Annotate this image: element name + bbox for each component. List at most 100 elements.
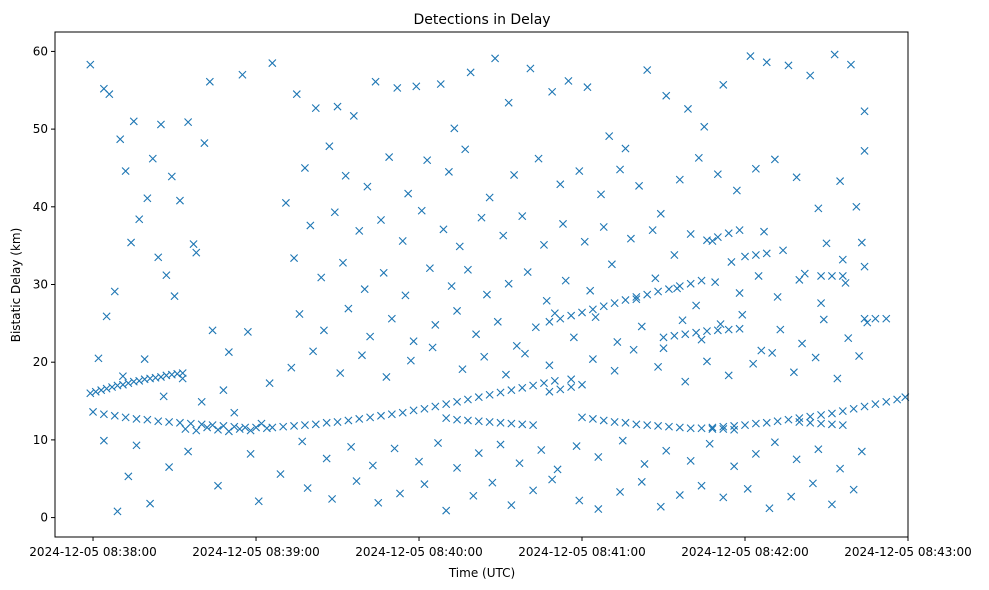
data-point: [860, 107, 869, 116]
data-point: [385, 153, 394, 162]
data-point: [480, 352, 489, 361]
data-point: [181, 425, 190, 433]
data-point: [241, 423, 250, 432]
data-point: [578, 380, 587, 389]
data-point: [692, 301, 701, 310]
data-point: [393, 83, 402, 92]
data-point: [578, 308, 587, 317]
y-tick-label: 60: [33, 44, 48, 58]
data-point: [409, 337, 418, 346]
data-point: [827, 409, 836, 418]
data-point: [113, 507, 122, 516]
data-point: [469, 491, 478, 500]
data-point: [637, 322, 646, 331]
data-point: [683, 104, 692, 113]
y-tick-label: 20: [33, 355, 48, 369]
y-axis: 0 10 20 30 40 50 60: [33, 44, 55, 525]
data-point: [447, 282, 456, 291]
data-point: [496, 418, 505, 427]
data-point: [575, 167, 584, 176]
data-point: [461, 145, 470, 154]
data-point: [827, 420, 836, 429]
data-point: [442, 506, 451, 515]
data-point: [664, 285, 673, 294]
data-point: [827, 271, 836, 280]
data-point: [681, 330, 690, 339]
data-point: [214, 425, 222, 434]
data-point: [697, 424, 706, 433]
data-point: [224, 427, 233, 436]
data-point: [583, 83, 592, 92]
data-point: [800, 269, 809, 278]
data-point: [463, 416, 472, 425]
data-point: [132, 441, 141, 450]
data-point: [287, 363, 296, 372]
data-point: [444, 167, 453, 176]
data-point: [594, 505, 603, 514]
x-tick-label: 2024-12-05 08:38:00: [29, 545, 156, 559]
x-tick-label: 2024-12-05 08:41:00: [518, 545, 645, 559]
data-point: [556, 314, 565, 323]
data-point: [165, 463, 174, 472]
data-point: [175, 418, 184, 427]
y-tick-label: 0: [40, 511, 48, 525]
data-point: [741, 421, 749, 430]
data-point: [575, 496, 584, 505]
data-point: [567, 375, 576, 384]
data-point: [124, 472, 133, 481]
data-point: [167, 172, 176, 181]
data-point: [610, 299, 619, 308]
data-point: [352, 477, 361, 486]
data-point: [738, 310, 747, 319]
data-point: [863, 318, 872, 327]
data-point: [811, 353, 820, 362]
data-point: [553, 465, 562, 474]
data-point: [741, 252, 749, 261]
data-point: [344, 416, 353, 425]
data-point: [827, 500, 836, 509]
data-point: [325, 142, 334, 151]
data-point: [618, 436, 627, 445]
data-point: [760, 227, 769, 236]
data-point: [787, 492, 796, 501]
data-point: [203, 423, 212, 432]
data-point: [635, 181, 644, 190]
data-point: [99, 436, 108, 445]
data-point: [700, 122, 709, 131]
plot-frame: [54, 31, 909, 538]
data-point: [175, 196, 184, 205]
data-point: [246, 426, 255, 435]
data-point: [719, 493, 728, 502]
data-point: [784, 415, 793, 424]
data-point: [135, 215, 144, 224]
data-point: [548, 475, 557, 484]
data-point: [724, 371, 733, 380]
data-point: [507, 386, 516, 395]
data-point: [857, 447, 866, 456]
data-point: [567, 311, 576, 320]
data-point: [453, 397, 462, 406]
data-point: [436, 80, 445, 89]
data-point: [588, 305, 597, 314]
data-point: [795, 414, 804, 423]
data-point: [463, 265, 472, 274]
data-point: [412, 82, 421, 91]
data-point: [841, 278, 850, 287]
data-point: [806, 412, 815, 421]
data-point: [132, 414, 141, 423]
data-point: [493, 317, 502, 326]
data-point: [518, 212, 527, 221]
data-point: [626, 234, 635, 243]
data-point: [526, 64, 535, 73]
data-point: [420, 404, 429, 413]
data-point: [431, 402, 440, 411]
data-point: [559, 219, 567, 228]
data-point: [420, 480, 429, 489]
data-point: [219, 386, 228, 395]
data-point: [539, 240, 548, 249]
x-tick-label: 2024-12-05 08:39:00: [192, 545, 319, 559]
data-point: [629, 345, 638, 354]
data-point: [154, 253, 163, 262]
data-point: [599, 302, 608, 311]
data-point: [442, 414, 451, 423]
